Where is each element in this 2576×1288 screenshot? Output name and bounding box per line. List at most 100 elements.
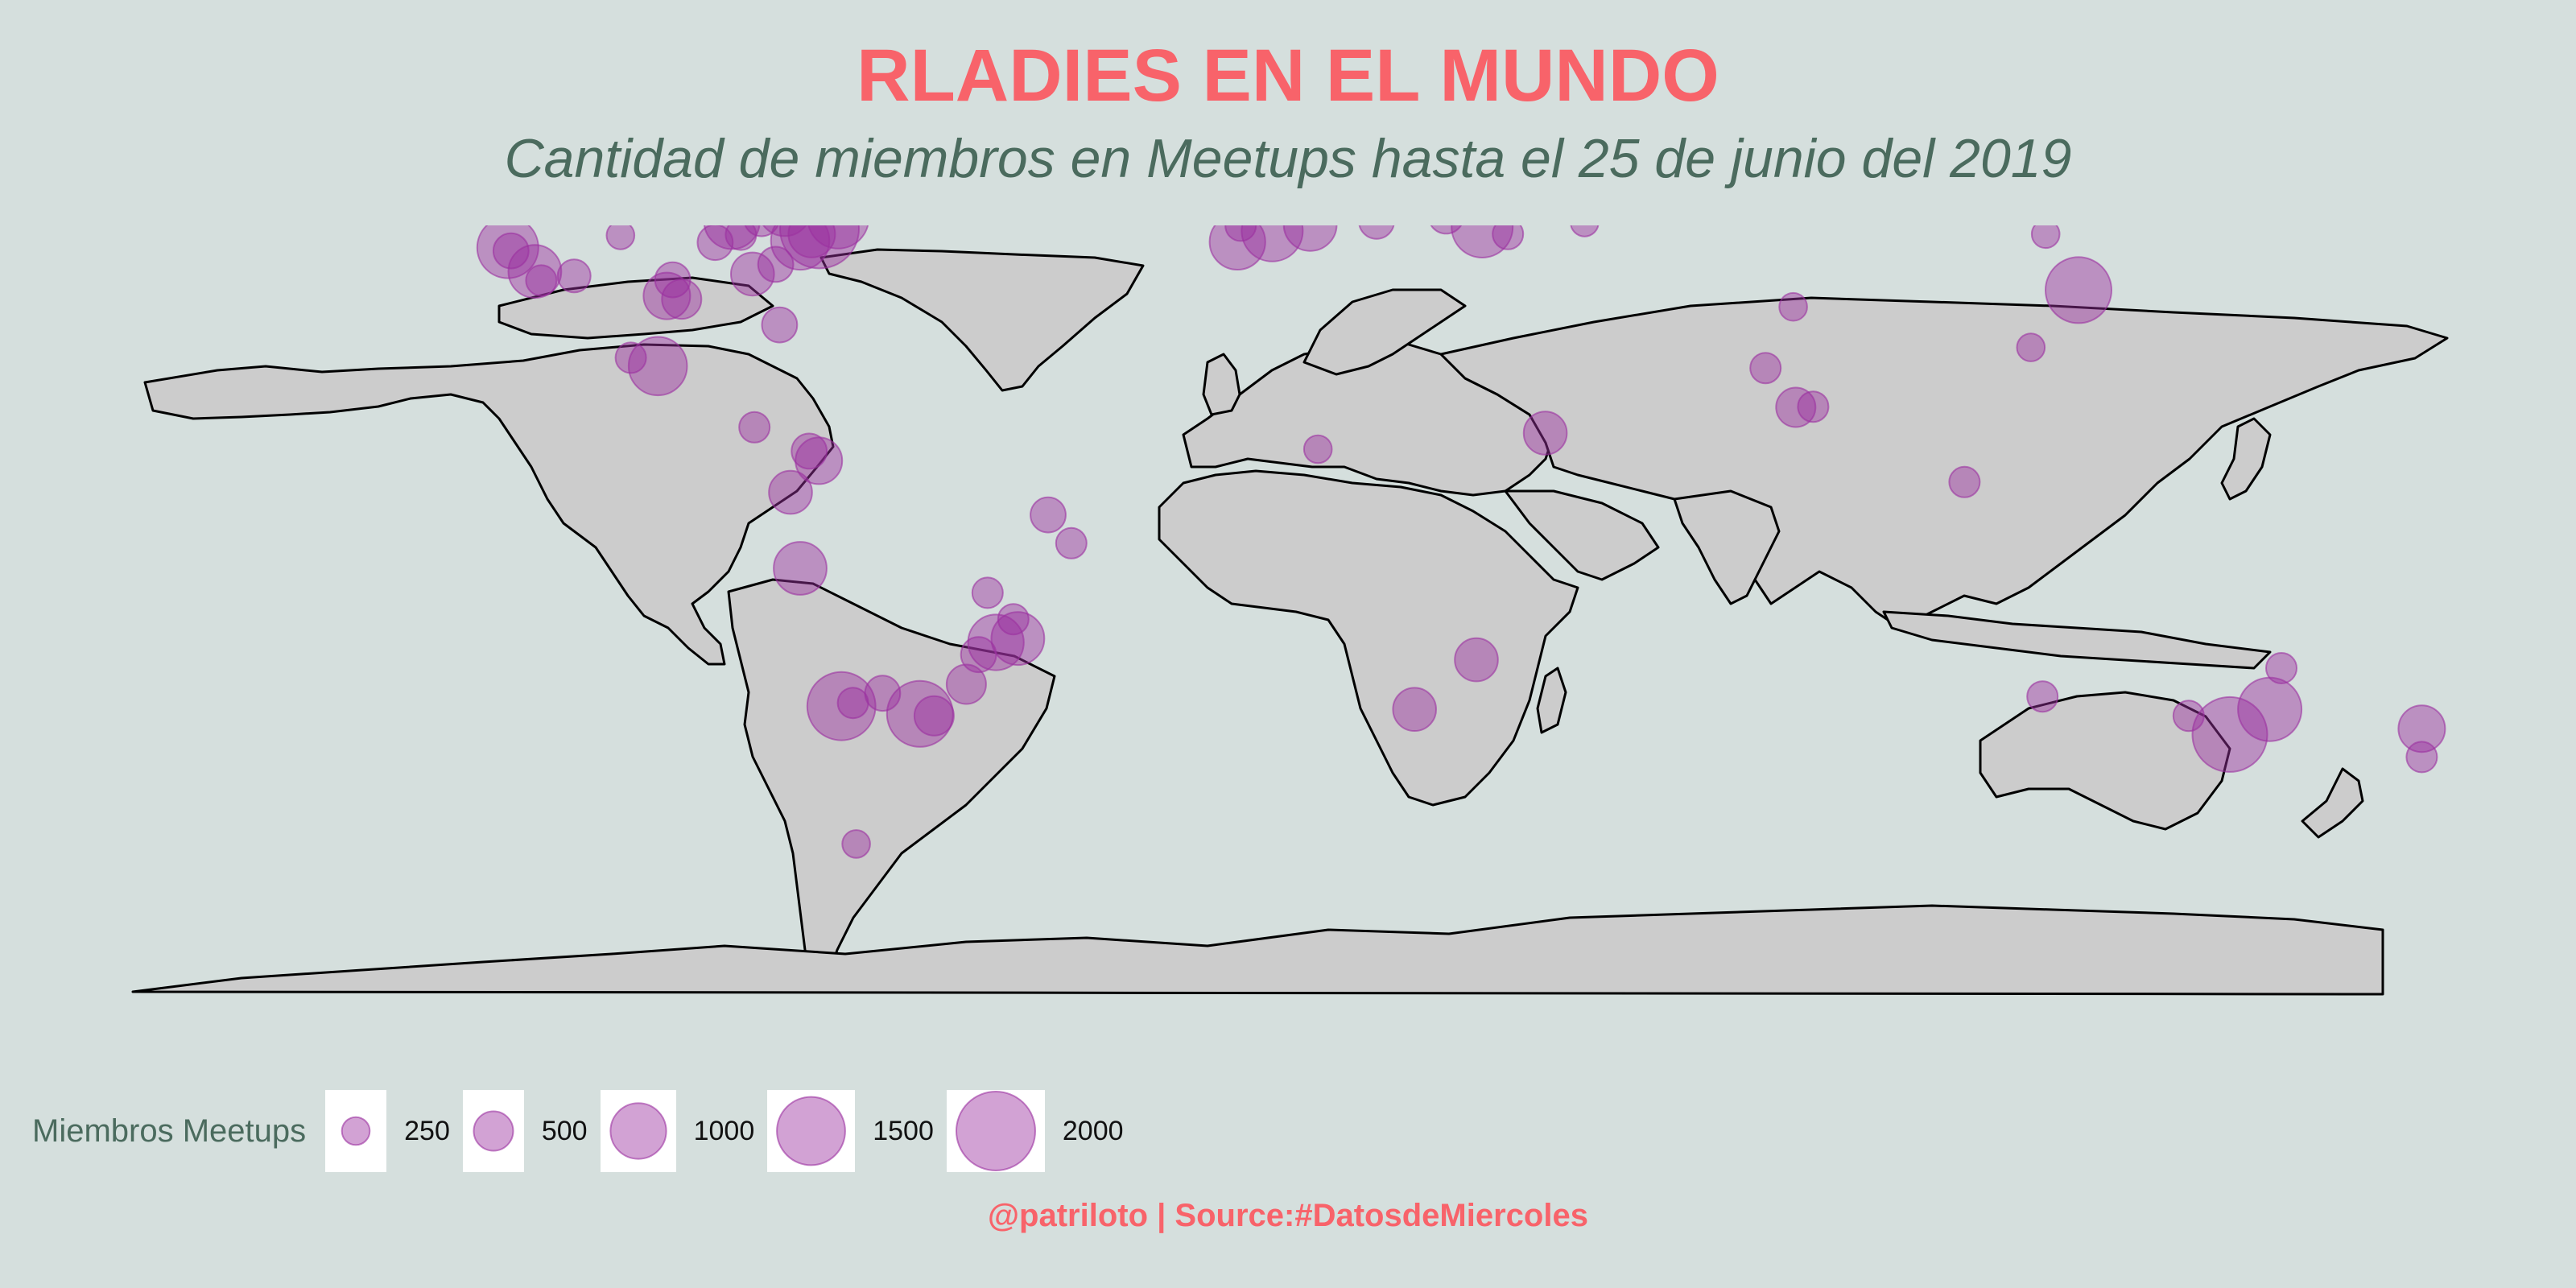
legend-key [600, 1090, 676, 1172]
member-bubble [2237, 676, 2303, 742]
member-bubble [1224, 225, 1257, 242]
legend-label: 1000 [693, 1115, 755, 1146]
member-bubble [836, 687, 869, 720]
member-bubble [997, 603, 1030, 636]
legend-item: 500 [462, 1090, 588, 1172]
legend-bubble [955, 1091, 1036, 1171]
legend-bubble [473, 1110, 514, 1152]
member-bubble [525, 264, 558, 297]
member-bubble [661, 279, 703, 320]
member-bubble [730, 251, 775, 297]
member-bubble [1570, 225, 1600, 237]
legend-title: Miembros Meetups [32, 1113, 307, 1149]
member-bubble [791, 432, 828, 470]
legend-item: 250 [325, 1090, 450, 1172]
map-caption: @patriloto | Source:#DatosdeMiercoles [988, 1198, 1588, 1233]
member-bubble [605, 225, 636, 250]
new-zealand-landmass [2301, 767, 2364, 839]
member-bubble [738, 411, 771, 444]
member-bubble [2405, 741, 2438, 774]
member-bubbles [476, 225, 2446, 859]
member-bubble [2016, 332, 2046, 362]
legend-item: 1000 [600, 1090, 755, 1172]
member-bubble [1241, 225, 1304, 262]
map-subtitle: Cantidad de miembros en Meetups hasta el… [504, 128, 2072, 189]
member-bubble [1451, 225, 1514, 258]
member-bubble [627, 336, 688, 397]
south-america-landmass [727, 578, 1056, 980]
member-bubble [492, 232, 530, 270]
member-bubble [1778, 291, 1808, 322]
member-bubble [1775, 386, 1817, 428]
member-bubble [1430, 225, 1463, 235]
member-bubble [773, 541, 828, 596]
member-bubble [1392, 687, 1437, 733]
member-bubble [2172, 700, 2205, 733]
member-bubble [556, 258, 592, 294]
antarctica-landmass [131, 904, 2384, 996]
legend-label: 1500 [873, 1115, 934, 1146]
arctic-islands [497, 276, 774, 340]
legend-bubble [341, 1116, 371, 1146]
member-bubble [1358, 225, 1395, 240]
member-bubble [757, 246, 795, 283]
indonesia-landmass [1882, 610, 2272, 670]
member-bubble [787, 225, 836, 258]
legend-key [946, 1090, 1045, 1172]
legend-item: 2000 [946, 1090, 1124, 1172]
member-bubble [2026, 680, 2059, 713]
member-bubble [807, 225, 869, 250]
member-bubble [967, 613, 1025, 671]
africa-landmass [1158, 469, 1579, 807]
member-bubble [2045, 256, 2112, 324]
member-bubble [2265, 652, 2297, 684]
member-bubble [654, 261, 691, 299]
member-bubble [614, 341, 647, 374]
member-bubble [2191, 696, 2268, 773]
legend-items: 250 500 1000 1500 2000 [325, 1090, 1136, 1172]
size-legend: Miembros Meetups 250 500 1000 1500 2000 [32, 1087, 1137, 1175]
member-bubble [1454, 637, 1499, 683]
member-bubble [1030, 496, 1067, 534]
japan-landmass [2220, 417, 2272, 501]
member-bubble [761, 306, 799, 344]
world-map [131, 225, 2449, 996]
arabia-landmass [1504, 489, 1660, 581]
member-bubble [841, 829, 871, 859]
member-bubble [1492, 225, 1525, 250]
land-layer [131, 248, 2449, 996]
member-bubble [971, 576, 1004, 609]
asia-landmass [1439, 296, 2449, 630]
member-bubble [779, 225, 860, 270]
member-bubble [744, 225, 779, 237]
legend-key [462, 1090, 524, 1172]
legend-bubble [776, 1096, 847, 1166]
member-bubble [2397, 704, 2446, 753]
member-bubble [1749, 352, 1782, 385]
map-title: RLADIES EN EL MUNDO [857, 35, 1719, 117]
member-bubble [864, 675, 902, 712]
madagascar-landmass [1536, 667, 1567, 734]
north-america-landmass [143, 343, 835, 666]
india-landmass [1673, 489, 1781, 605]
member-bubble [1055, 526, 1088, 559]
member-bubble [795, 436, 844, 485]
legend-label: 500 [541, 1115, 588, 1146]
legend-key [325, 1090, 387, 1172]
legend-label: 2000 [1062, 1115, 1124, 1146]
member-bubble [1797, 390, 1830, 423]
member-bubble [1282, 225, 1338, 252]
member-bubble [990, 611, 1046, 667]
member-bubble [696, 225, 734, 262]
member-bubble [2030, 225, 2061, 250]
member-bubble [768, 469, 813, 515]
legend-item: 1500 [767, 1090, 934, 1172]
member-bubble [913, 695, 955, 737]
member-bubble [945, 663, 987, 705]
legend-label: 250 [404, 1115, 450, 1146]
great-britain-landmass [1202, 353, 1241, 416]
member-bubble [1302, 434, 1333, 464]
australia-landmass [1979, 691, 2231, 831]
greenland-landmass [819, 248, 1145, 392]
member-bubble [1948, 465, 1981, 498]
